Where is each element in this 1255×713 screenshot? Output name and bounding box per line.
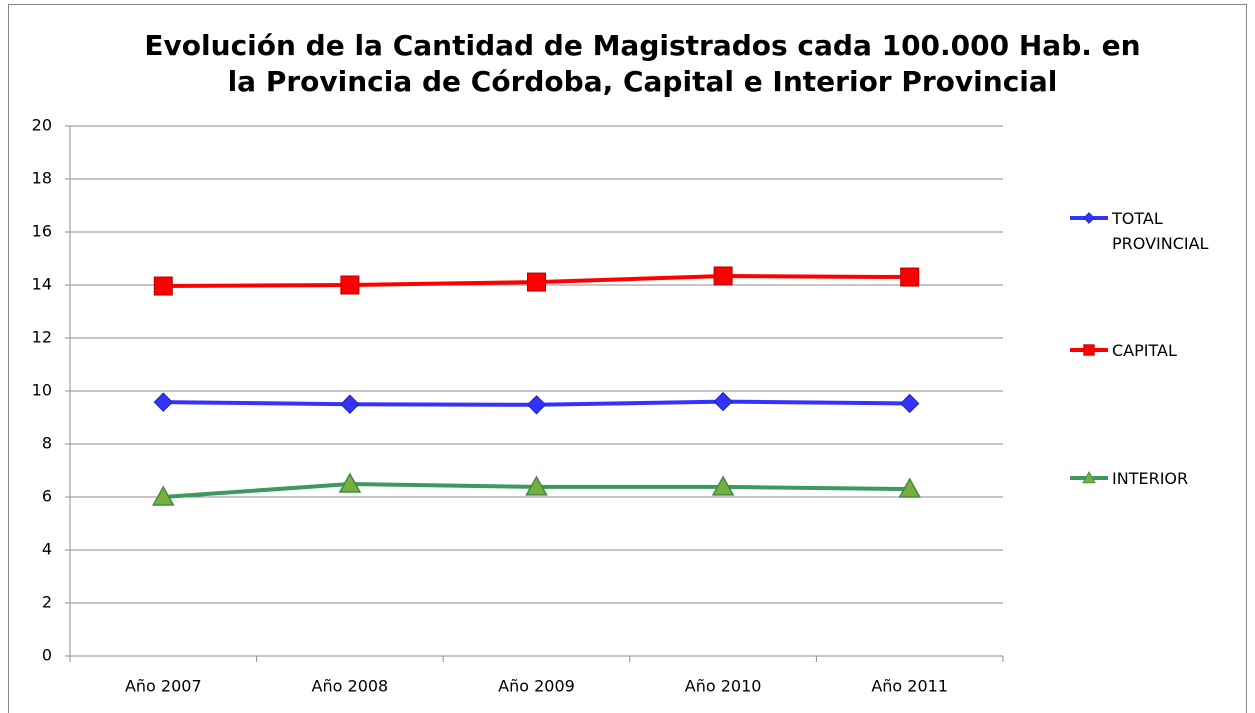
y-tick-label: 2 — [42, 593, 52, 612]
y-tick-label: 12 — [32, 328, 52, 347]
x-tick-label: Año 2008 — [312, 677, 389, 696]
y-tick-label: 20 — [32, 116, 52, 135]
marker — [152, 485, 175, 506]
marker — [713, 266, 733, 286]
x-tick-label: Año 2010 — [685, 677, 762, 696]
marker — [898, 477, 921, 498]
legend-label: CAPITAL — [1112, 341, 1177, 360]
y-tick-label: 6 — [42, 487, 52, 506]
marker — [340, 275, 360, 295]
marker — [338, 472, 362, 493]
marker — [153, 392, 174, 412]
legend-marker — [1083, 212, 1095, 224]
marker — [340, 394, 360, 414]
y-tick-label: 14 — [32, 275, 52, 294]
y-tick-label: 10 — [32, 381, 52, 400]
x-tick-label: Año 2011 — [871, 677, 948, 696]
y-tick-label: 0 — [42, 646, 52, 665]
x-tick-label: Año 2009 — [498, 677, 575, 696]
y-tick-label: 18 — [32, 169, 52, 188]
marker — [153, 276, 173, 296]
legend-label: TOTAL PROVINCIAL — [1112, 209, 1209, 253]
marker — [526, 395, 547, 415]
marker — [711, 475, 735, 496]
marker — [525, 475, 548, 496]
legend-label: INTERIOR — [1112, 469, 1189, 488]
x-tick-label: Año 2007 — [125, 677, 202, 696]
chart-title: Evolución de la Cantidad de Magistrados … — [144, 29, 1141, 98]
y-tick-label: 16 — [32, 222, 52, 241]
marker — [899, 393, 920, 414]
legend-marker — [1083, 344, 1095, 356]
y-tick-label: 8 — [42, 434, 52, 453]
marker — [527, 272, 546, 292]
chart-border — [8, 4, 1247, 713]
marker — [713, 391, 733, 412]
legend-marker — [1082, 471, 1096, 484]
y-tick-label: 4 — [42, 540, 52, 559]
marker — [900, 267, 920, 287]
